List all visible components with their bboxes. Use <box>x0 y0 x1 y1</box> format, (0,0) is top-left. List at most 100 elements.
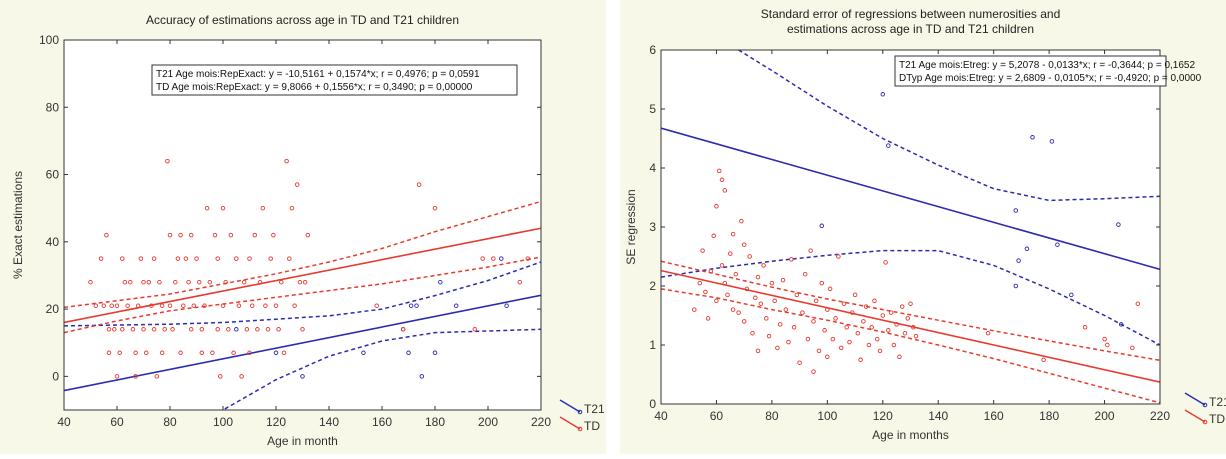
x-tick-label: 40 <box>57 415 71 429</box>
data-point-t21 <box>1118 322 1124 327</box>
data-point-dtyp <box>911 325 916 330</box>
data-point-td <box>491 256 496 261</box>
data-point-t21 <box>880 92 886 97</box>
data-point-td <box>146 279 152 285</box>
data-point-td <box>175 256 181 261</box>
data-point-td <box>239 374 244 379</box>
data-point-dtyp <box>755 274 761 280</box>
data-point-t21 <box>1069 292 1074 298</box>
data-point-dtyp <box>844 325 849 330</box>
data-point-td <box>141 279 146 285</box>
data-point-td <box>167 303 173 308</box>
data-point-td <box>117 350 122 356</box>
data-point-dtyp <box>883 260 888 265</box>
data-point-dtyp <box>802 271 808 277</box>
data-point-td <box>188 232 194 238</box>
legend-swatch-line <box>1184 409 1206 423</box>
data-point-td <box>255 327 260 332</box>
data-point-td <box>305 232 311 238</box>
data-point-td <box>114 303 120 308</box>
data-point-td <box>112 327 117 332</box>
data-point-dtyp <box>811 319 816 324</box>
data-point-td <box>88 279 93 285</box>
annotation-box <box>151 64 518 96</box>
data-point-dtyp <box>800 310 805 315</box>
data-point-dtyp <box>819 280 825 286</box>
data-point-td <box>289 205 295 211</box>
data-point-td <box>114 374 120 379</box>
data-point-t21 <box>504 303 509 308</box>
data-point-td <box>154 374 160 379</box>
data-point-td <box>276 327 281 332</box>
data-point-t21 <box>1024 246 1030 252</box>
regression-line-td <box>64 227 541 324</box>
confidence-band-td-lower <box>64 256 541 334</box>
data-point-dtyp <box>1105 342 1110 348</box>
data-point-td <box>247 350 252 356</box>
data-point-dtyp <box>794 292 800 298</box>
data-point-dtyp <box>722 280 728 286</box>
chart-panel-standard-error: Standard error of regressions between nu… <box>613 0 1226 454</box>
data-point-dtyp <box>908 301 913 306</box>
data-point-td <box>207 279 213 285</box>
chart-accuracy-svg: Accuracy of estimations across age in TD… <box>0 0 606 454</box>
data-point-dtyp <box>869 325 874 330</box>
data-point-td <box>106 327 112 332</box>
x-tick-label: 220 <box>1150 409 1170 423</box>
data-point-td <box>284 158 289 164</box>
data-point-td <box>472 327 478 332</box>
data-point-t21 <box>414 303 419 308</box>
data-point-dtyp <box>836 254 841 259</box>
data-point-td <box>287 256 292 261</box>
regression-annotation: T21 Age mois:RepExact: y = -10,5161 + 0,… <box>151 64 518 96</box>
data-point-dtyp <box>786 339 791 345</box>
y-tick-label: 20 <box>46 302 60 316</box>
data-point-dtyp <box>888 310 894 315</box>
data-point-t21 <box>234 327 239 332</box>
x-tick-label: 160 <box>372 415 392 429</box>
data-point-td <box>234 256 239 261</box>
data-point-dtyp <box>797 360 802 365</box>
data-point-t21 <box>499 256 504 261</box>
data-point-dtyp <box>866 342 872 348</box>
data-point-dtyp <box>753 295 758 301</box>
data-point-td <box>215 256 220 261</box>
x-tick-label: 100 <box>817 409 837 423</box>
data-point-dtyp <box>1130 345 1135 351</box>
data-point-td <box>159 303 165 308</box>
data-point-dtyp <box>741 242 747 247</box>
data-point-td <box>416 182 422 187</box>
chart-title-line: Standard error of regressions between nu… <box>761 7 1061 21</box>
data-point-dtyp <box>816 348 822 354</box>
data-point-dtyp <box>692 307 697 312</box>
chart-standard-error-svg: Standard error of regressions between nu… <box>620 0 1226 454</box>
x-tick-label: 140 <box>928 409 948 423</box>
annotation-box <box>894 55 1167 87</box>
data-point-t21 <box>438 279 443 285</box>
data-point-t21 <box>1016 258 1021 263</box>
data-point-dtyp <box>899 304 905 309</box>
regression-line-t21 <box>661 127 1160 271</box>
y-axis-label: % Exact estimations <box>11 171 25 279</box>
data-point-dtyp <box>758 301 764 306</box>
data-point-t21 <box>408 303 414 308</box>
data-point-dtyp <box>872 298 877 304</box>
data-point-dtyp <box>830 336 836 342</box>
regression-annotation: T21 Age mois:Etreg: y = 5,2078 - 0,0133*… <box>894 55 1202 87</box>
data-point-td <box>249 303 255 308</box>
data-point-dtyp <box>766 333 772 339</box>
data-point-dtyp <box>985 330 991 336</box>
data-point-td <box>218 374 223 379</box>
data-point-dtyp <box>744 286 750 292</box>
data-point-dtyp <box>772 298 777 304</box>
data-point-td <box>204 205 210 211</box>
y-tick-label: 0 <box>649 397 656 411</box>
data-point-td <box>223 279 228 285</box>
data-point-t21 <box>361 350 366 356</box>
data-point-dtyp <box>777 322 783 327</box>
data-point-td <box>125 303 130 308</box>
data-point-td <box>268 256 273 261</box>
data-point-td <box>167 232 173 238</box>
data-point-t21 <box>300 374 305 379</box>
x-tick-label: 60 <box>110 415 124 429</box>
